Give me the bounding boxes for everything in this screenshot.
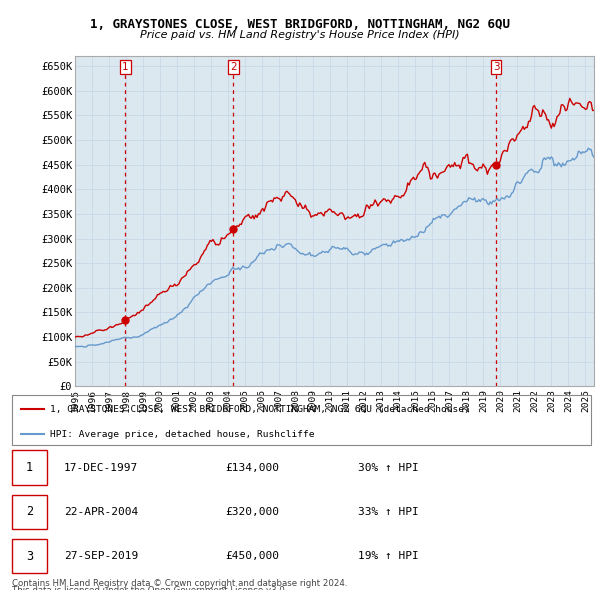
Text: 3: 3 xyxy=(493,62,499,72)
Text: 19% ↑ HPI: 19% ↑ HPI xyxy=(358,551,418,561)
Text: £450,000: £450,000 xyxy=(225,551,279,561)
Bar xyxy=(12,494,47,529)
Bar xyxy=(12,450,47,485)
Text: 17-DEC-1997: 17-DEC-1997 xyxy=(64,463,138,473)
Text: 2: 2 xyxy=(26,505,33,519)
Text: Contains HM Land Registry data © Crown copyright and database right 2024.: Contains HM Land Registry data © Crown c… xyxy=(12,579,347,588)
Bar xyxy=(12,539,47,573)
Text: 22-APR-2004: 22-APR-2004 xyxy=(64,507,138,517)
Text: 1, GRAYSTONES CLOSE, WEST BRIDGFORD, NOTTINGHAM, NG2 6QU: 1, GRAYSTONES CLOSE, WEST BRIDGFORD, NOT… xyxy=(90,18,510,31)
Text: 33% ↑ HPI: 33% ↑ HPI xyxy=(358,507,418,517)
Text: HPI: Average price, detached house, Rushcliffe: HPI: Average price, detached house, Rush… xyxy=(50,430,314,439)
Text: 3: 3 xyxy=(26,549,33,563)
Text: This data is licensed under the Open Government Licence v3.0.: This data is licensed under the Open Gov… xyxy=(12,586,287,590)
Text: 1: 1 xyxy=(122,62,128,72)
Text: Price paid vs. HM Land Registry's House Price Index (HPI): Price paid vs. HM Land Registry's House … xyxy=(140,30,460,40)
Text: 1, GRAYSTONES CLOSE, WEST BRIDGFORD, NOTTINGHAM, NG2 6QU (detached house): 1, GRAYSTONES CLOSE, WEST BRIDGFORD, NOT… xyxy=(50,405,469,414)
Text: £134,000: £134,000 xyxy=(225,463,279,473)
Text: 2: 2 xyxy=(230,62,237,72)
Text: 30% ↑ HPI: 30% ↑ HPI xyxy=(358,463,418,473)
Text: £320,000: £320,000 xyxy=(225,507,279,517)
Text: 27-SEP-2019: 27-SEP-2019 xyxy=(64,551,138,561)
Text: 1: 1 xyxy=(26,461,33,474)
